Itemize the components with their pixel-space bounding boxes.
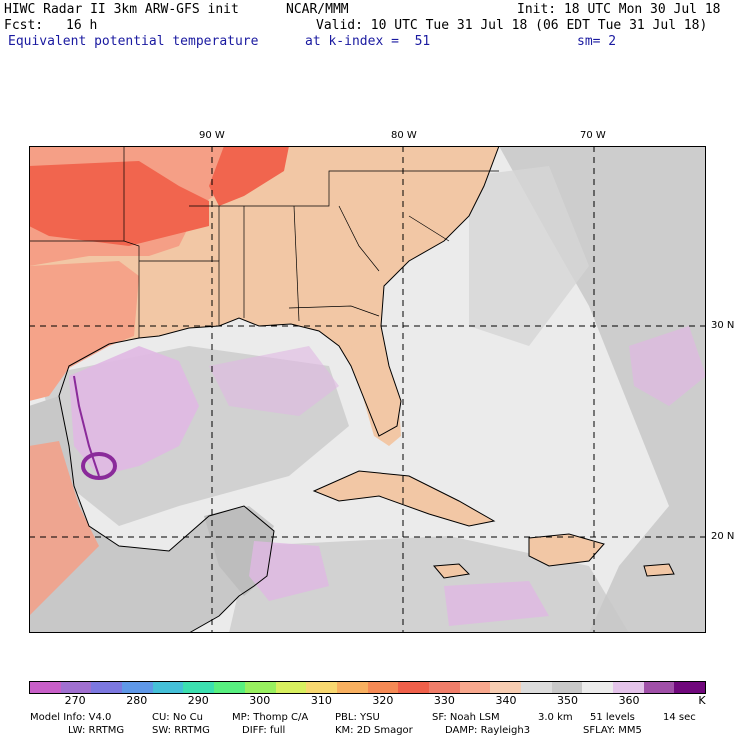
colorbar-swatch [490,682,521,693]
footer-resolution: 3.0 km [538,712,573,723]
colorbar-tick-label: 320 [372,694,394,707]
colorbar-swatch [674,682,706,693]
map-panel [29,146,706,633]
footer-model-info: Model Info: V4.0 [30,712,112,723]
purple-band [73,375,100,477]
colorbar-swatch [275,682,307,693]
footer-lw: LW: RRTMG [68,725,125,736]
graticule [29,146,706,633]
land-cuba [314,471,494,526]
footer-pbl: PBL: YSU [335,712,380,723]
purple-core [81,452,117,480]
lat-label-20n: 20 N [711,531,735,542]
colorbar-tick-label: 310 [310,694,332,707]
plot-title: HIWC Radar II 3km ARW-GFS init [4,2,239,17]
footer-timestep: 14 sec [663,712,696,723]
forecast-label: Fcst: [4,18,44,33]
footer-damp: DAMP: Rayleigh3 [445,725,531,736]
colorbar-swatch [336,682,368,693]
map-frame [29,146,706,633]
colorbar-swatch [306,682,337,693]
footer-sflay: SFLAY: MM5 [583,725,642,736]
colorbar-swatch [459,682,491,693]
ocean-gray-streak [469,166,589,346]
colorbar-swatch [643,682,675,693]
colorbar-tick-label: 360 [618,694,640,707]
field-name: Equivalent potential temperature [8,34,259,49]
lon-label-80w: 80 W [391,130,417,141]
colorbar-swatch [613,682,644,693]
init-time: Init: 18 UTC Mon 30 Jul 18 [517,2,721,17]
colorbar-tick-label: 350 [557,694,579,707]
forecast-hour: 16 h [66,18,98,33]
gulf-lavender-center [209,346,339,416]
land-hot-west [29,161,209,246]
footer-sf: SF: Noah LSM [432,712,500,723]
colorbar-tick-label: 280 [126,694,148,707]
state-borders [29,146,499,338]
colorbar-tick-label: 300 [249,694,271,707]
ocean-gray-east [499,146,706,633]
colorbar-tick-label: 270 [64,694,86,707]
colorbar-swatch [551,682,583,693]
colorbar-unit: K [698,694,706,707]
gulf-lavender-west [69,346,199,476]
colorbar-swatch [244,682,276,693]
colorbar-swatch [91,682,123,693]
colorbar-swatch [183,682,215,693]
footer-mp: MP: Thomp C/A [232,712,309,723]
colorbar-swatch [521,682,552,693]
lon-label-90w: 90 W [199,130,225,141]
colorbar [29,681,706,694]
level-index: at k-index = 51 [305,34,431,49]
organization-label: NCAR/MMM [286,2,349,17]
land-jamaica [434,564,469,578]
caribbean-lavender [249,541,329,601]
colorbar-swatch [122,682,153,693]
colorbar-swatch [582,682,614,693]
lon-label-70w: 70 W [580,130,606,141]
footer-diff: DIFF: full [242,725,286,736]
colorbar-tick-label: 330 [433,694,455,707]
coastlines [58,146,675,633]
land-florida [351,331,401,446]
caribbean-lavender-south [444,581,549,626]
lat-label-30n: 30 N [711,320,735,331]
land-hot-north [209,146,289,206]
colorbar-swatch [152,682,184,693]
colorbar-swatch [367,682,399,693]
valid-time: Valid: 10 UTC Tue 31 Jul 18 (06 EDT Tue … [316,18,708,33]
colorbar-swatch [60,682,92,693]
land-mexico [29,396,274,633]
land-warm-texas [29,261,139,401]
atlantic-lavender [629,326,706,406]
land-hispaniola [529,534,604,566]
colorbar-swatch [398,682,429,693]
colorbar-swatch [428,682,460,693]
colorbar-tick-label: 290 [187,694,209,707]
colorbar-swatch [214,682,245,693]
colorbar-swatch [30,682,61,693]
land-puerto-rico [644,564,674,576]
colorbar-tick-label: 340 [495,694,517,707]
footer-sw: SW: RRTMG [152,725,210,736]
footer-cu: CU: No Cu [152,712,203,723]
smoothing-label: sm= 2 [577,34,617,49]
footer-km: KM: 2D Smagor [335,725,413,736]
footer-levels: 51 levels [590,712,635,723]
land-mexico-warm [29,441,99,616]
